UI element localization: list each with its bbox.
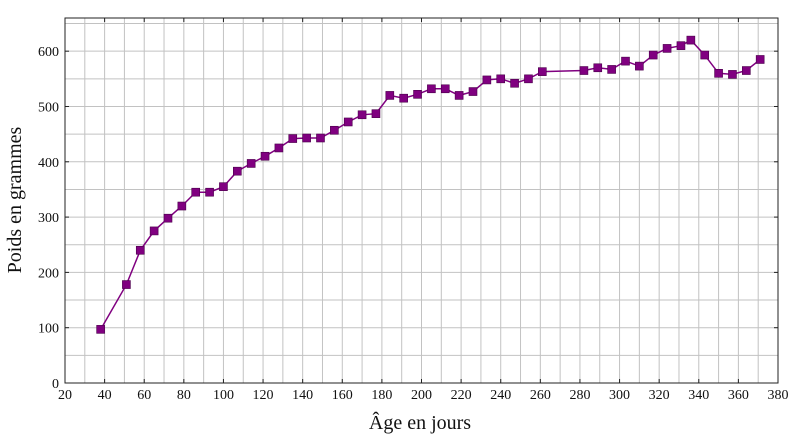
- data-point: [385, 91, 395, 100]
- data-point: [96, 325, 105, 334]
- data-point: [714, 69, 723, 78]
- data-point: [246, 159, 256, 168]
- x-tick-label: 120: [253, 388, 274, 403]
- data-point: [191, 187, 201, 197]
- data-point: [755, 55, 765, 64]
- data-point: [676, 41, 686, 50]
- data-point: [728, 70, 737, 79]
- data-point: [316, 133, 325, 143]
- x-tick-label: 100: [213, 388, 234, 403]
- data-point: [621, 56, 630, 66]
- data-point: [205, 187, 214, 197]
- data-point: [454, 91, 464, 100]
- data-point: [593, 63, 603, 73]
- x-tick-label: 280: [569, 388, 590, 403]
- data-point: [482, 75, 492, 85]
- data-point: [538, 67, 547, 76]
- data-point: [219, 182, 228, 191]
- data-point: [274, 143, 284, 153]
- series-line: [100, 39, 761, 330]
- data-point: [742, 66, 751, 75]
- x-tick-label: 180: [371, 388, 392, 403]
- data-point: [343, 117, 353, 127]
- data-point: [607, 65, 616, 74]
- data-point: [579, 66, 589, 75]
- y-tick-label: 600: [38, 45, 59, 60]
- x-tick-label: 160: [332, 388, 353, 403]
- data-point: [260, 151, 270, 161]
- data-point: [357, 110, 367, 120]
- x-tick-label: 40: [98, 388, 112, 403]
- data-point: [648, 50, 658, 60]
- x-axis-label: Âge en jours: [369, 411, 471, 434]
- data-point: [288, 134, 298, 143]
- x-tick-label: 340: [688, 388, 709, 403]
- data-point: [122, 280, 131, 289]
- x-tick-label: 300: [609, 388, 630, 403]
- series: [96, 35, 765, 334]
- y-tick-label: 300: [38, 211, 59, 226]
- x-tick-label: 80: [177, 388, 191, 403]
- data-point: [233, 166, 242, 176]
- x-tick-label: 140: [292, 388, 313, 403]
- data-point: [177, 201, 187, 211]
- y-tick-label: 0: [52, 377, 59, 392]
- y-tick-label: 100: [38, 322, 59, 337]
- x-tick-label: 240: [490, 388, 511, 403]
- x-tick-label: 60: [137, 388, 151, 403]
- data-point: [700, 50, 710, 60]
- data-point: [135, 245, 145, 255]
- data-point: [510, 78, 519, 88]
- y-tick-label: 500: [38, 100, 59, 115]
- axes: 20 40 60 80 100 120 140 160 180 200 220 240 260 280 30…: [38, 17, 789, 403]
- data-point: [686, 35, 696, 45]
- data-point: [330, 125, 339, 135]
- data-point: [524, 74, 533, 84]
- data-point: [302, 133, 311, 143]
- data-point: [149, 226, 159, 236]
- data-point: [371, 109, 381, 118]
- x-tick-label: 360: [728, 388, 749, 403]
- x-tick-label: 320: [649, 388, 670, 403]
- y-axis-label: Poids en grammes: [4, 126, 26, 273]
- x-tick-label: 260: [530, 388, 551, 403]
- grid: [64, 18, 779, 384]
- x-tick-label: 380: [768, 388, 789, 403]
- data-point: [662, 44, 672, 53]
- data-point: [496, 74, 506, 84]
- data-point: [413, 90, 422, 99]
- data-point: [427, 84, 436, 94]
- data-point: [440, 84, 450, 94]
- y-tick-label: 200: [38, 266, 59, 281]
- data-point: [468, 87, 478, 96]
- data-point: [163, 213, 173, 223]
- data-point: [399, 93, 408, 103]
- x-tick-label: 200: [411, 388, 432, 403]
- y-tick-label: 400: [38, 156, 59, 171]
- x-tick-label: 220: [451, 388, 472, 403]
- data-point: [635, 61, 644, 71]
- x-tick-label: 20: [58, 388, 72, 403]
